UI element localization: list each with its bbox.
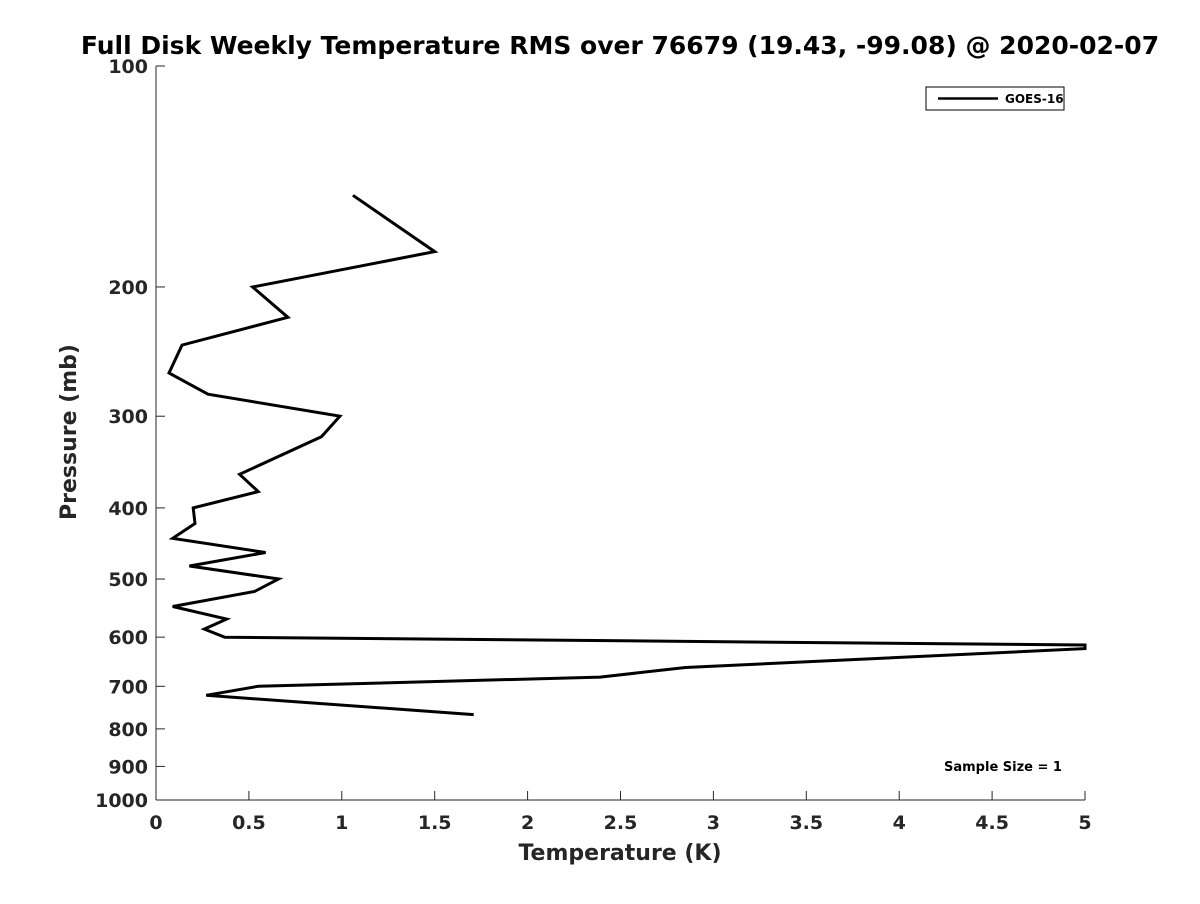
x-tick-label: 4.5 <box>975 812 1009 834</box>
legend-label-goes-16: GOES-16 <box>1005 92 1064 106</box>
x-tick-label: 3.5 <box>789 812 823 834</box>
y-tick-label: 800 <box>108 719 148 741</box>
x-tick-label: 5 <box>1078 812 1091 834</box>
chart-title: Full Disk Weekly Temperature RMS over 76… <box>81 31 1159 60</box>
x-axis-label: Temperature (K) <box>518 841 721 866</box>
y-tick-label: 1000 <box>95 790 148 812</box>
y-tick-label: 600 <box>108 627 148 649</box>
x-axis-ticks: 0 0.5 1 1.5 2 2.5 3 3.5 4 4.5 5 <box>149 791 1092 834</box>
y-tick-label: 500 <box>108 569 148 591</box>
legend: GOES-16 <box>925 86 1065 111</box>
x-tick-label: 0 <box>149 812 162 834</box>
x-tick-label: 0.5 <box>232 812 266 834</box>
sample-size-annotation: Sample Size = 1 <box>944 760 1062 775</box>
series-group <box>167 194 1087 717</box>
y-tick-label: 300 <box>108 406 148 428</box>
y-tick-label: 400 <box>108 498 148 520</box>
y-axis-ticks: 100 200 300 400 500 600 700 800 900 1000 <box>95 56 165 812</box>
y-axis-label: Pressure (mb) <box>57 344 82 520</box>
series-line-goes-16 <box>167 194 1087 717</box>
x-tick-label: 4 <box>893 812 906 834</box>
x-tick-label: 2.5 <box>604 812 638 834</box>
x-tick-label: 1.5 <box>418 812 452 834</box>
x-tick-label: 3 <box>707 812 720 834</box>
y-tick-label: 700 <box>108 676 148 698</box>
x-tick-label: 1 <box>335 812 348 834</box>
y-tick-label: 200 <box>108 277 148 299</box>
y-tick-label: 100 <box>108 56 148 78</box>
y-tick-label: 900 <box>108 756 148 778</box>
x-tick-label: 2 <box>521 812 534 834</box>
